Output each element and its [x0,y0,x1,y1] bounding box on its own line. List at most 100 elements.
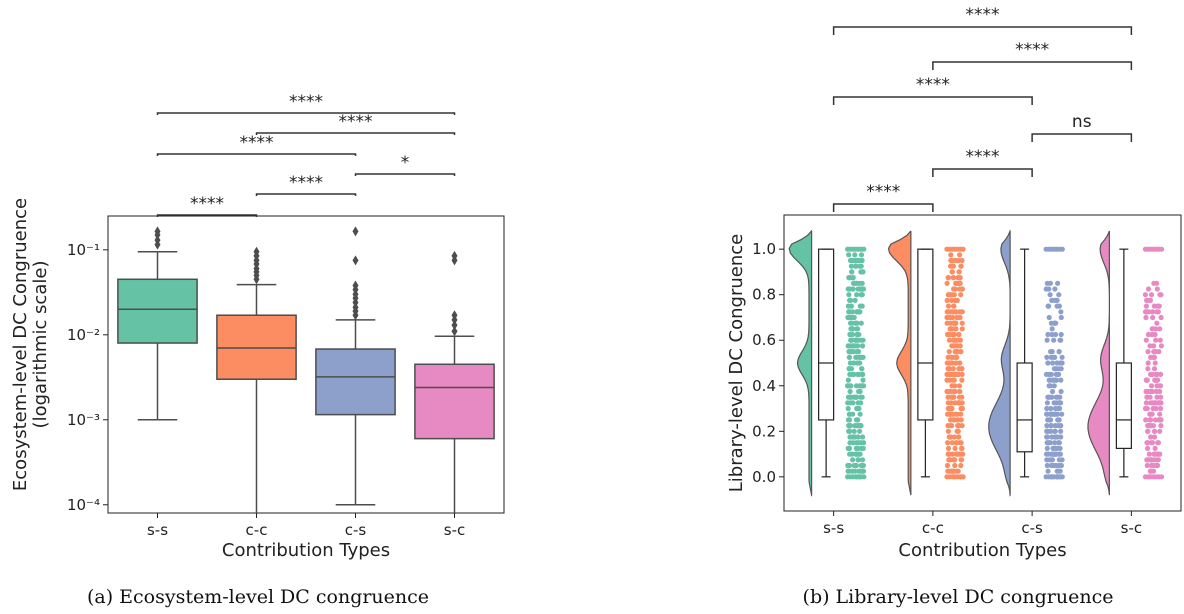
y-axis-label-a-sub: (logarithmic scale) [30,261,51,429]
strip-point [1151,303,1157,309]
strip-point [959,320,965,326]
strip-point [1148,371,1154,377]
strip-point [1151,349,1157,355]
strip-point [1159,246,1165,252]
strip-point [1052,297,1058,303]
strip-point [858,394,864,400]
y-axis-label-b: Library-level DC Congruence [726,234,747,492]
strip-points-c-c [944,246,966,480]
strip-point [1156,451,1163,457]
strip-point [1052,428,1058,434]
strip-point [958,349,964,355]
strip-point [1045,417,1051,423]
strip-point [1157,383,1163,389]
strip-point [857,263,863,269]
strip-point [1147,297,1153,303]
y-axis-label-a: Ecosystem-level DC Congruence [10,198,31,491]
strip-point [1144,457,1150,463]
strip-point [1145,445,1151,451]
strip-point [847,331,853,338]
strip-point [1053,366,1059,372]
strip-point [949,405,955,412]
strip-point [1049,434,1055,440]
strip-points-s-s [845,246,867,480]
strip-point [1148,457,1154,463]
strip-point [850,457,856,463]
strip-point [958,263,964,269]
strip-points-s-c [1142,246,1165,480]
strip-point [1154,280,1160,286]
box-s-s [117,278,198,344]
strip-point [1059,457,1065,463]
strip-point [1043,451,1050,457]
strip-point [852,468,858,474]
strip-point [958,457,964,463]
strip-point [848,263,855,269]
strip-point [859,366,865,372]
strip-point [1058,428,1064,434]
strip-point [1159,474,1165,480]
strip-point [1044,405,1050,412]
strip-point [1157,411,1163,417]
strip-point [1048,405,1054,412]
strip-point [1058,366,1064,372]
strip-point [1052,445,1058,451]
strip-point [1056,417,1062,423]
strip-point [1148,468,1154,474]
strip-point [944,377,950,383]
strip-point [959,309,965,315]
strip-point [1048,423,1054,429]
strip-point [959,257,965,264]
strip-point [1144,428,1151,434]
strip-point [858,354,865,360]
strip-point [1143,337,1149,343]
strip-point [856,405,862,412]
strip-point [851,371,857,377]
strip-point [846,417,853,423]
strip-point [948,297,955,303]
significance-bracket [255,132,456,135]
strip-point [1059,411,1065,417]
strip-point [1048,371,1054,377]
strip-point [952,445,958,451]
strip-point [949,440,955,446]
significance-bracket [932,168,1033,177]
strip-point [960,474,966,480]
strip-point [950,331,956,338]
y-tick-label-b: 0.8 [752,286,776,304]
strip-point [950,314,956,321]
strip-point [951,303,957,309]
strip-point [854,292,860,298]
strip-point [959,326,965,332]
strip-point [1148,417,1154,423]
outlier-point [352,226,359,237]
strip-point [1143,314,1149,321]
strip-point [958,417,964,423]
strip-point [1044,354,1050,360]
strip-point [952,411,959,417]
strip-point [948,309,954,315]
strip-point [847,440,853,446]
strip-point [1045,360,1051,366]
strip-point [847,371,853,377]
strip-point [846,292,852,298]
strip-point [959,377,965,383]
strip-point [858,252,865,258]
strip-point [855,331,861,338]
strip-point [1152,428,1158,434]
strip-point [1146,451,1152,457]
strip-point [851,462,857,469]
strip-point [845,303,852,309]
strip-point [854,309,860,315]
strip-point [1148,434,1154,440]
strip-point [959,423,965,429]
strip-point [957,252,963,258]
box-c-c [917,248,934,421]
strip-point [1158,394,1164,400]
y-tick-label-b: 0.6 [752,331,776,349]
x-axis-label-a: Contribution Types [222,540,390,561]
strip-point [846,309,852,315]
strip-point [1050,411,1056,417]
strip-point [1151,434,1158,440]
strip-point [1044,434,1050,440]
